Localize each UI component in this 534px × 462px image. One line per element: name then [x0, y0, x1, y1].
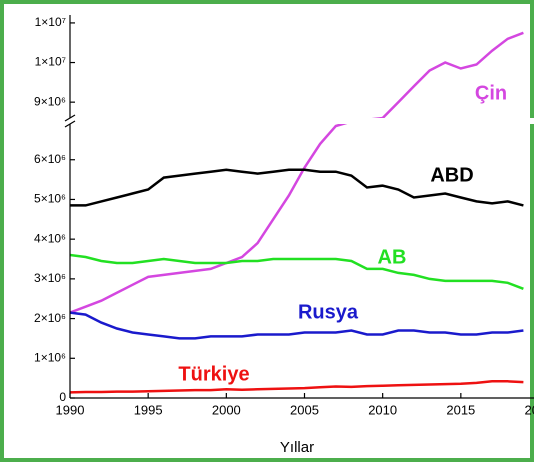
- series-label: AB: [378, 246, 407, 268]
- series-line: [70, 31, 524, 314]
- series-label: Türkiye: [178, 363, 249, 385]
- y-tick-label: 1×10⁷: [35, 15, 66, 29]
- y-tick-label: 9×10⁶: [34, 94, 66, 108]
- series-line: [70, 380, 524, 394]
- series-label: Çin: [475, 82, 507, 104]
- break-mark: [64, 114, 76, 122]
- y-tick-label: 5×10⁶: [34, 192, 66, 206]
- x-tick-label: 2005: [290, 402, 319, 417]
- axis-break-gap: [64, 118, 534, 124]
- series-line: [70, 168, 524, 207]
- x-axis-label: Yıllar: [280, 439, 314, 456]
- series-line: [70, 311, 524, 340]
- break-mark: [64, 120, 76, 128]
- x-tick-label: 2010: [368, 402, 397, 417]
- y-tick-label: 0: [59, 390, 66, 404]
- y-tick-label: 3×10⁶: [34, 271, 66, 285]
- y-tick-label: 2×10⁶: [34, 311, 66, 325]
- y-tick-label: 6×10⁶: [34, 152, 66, 166]
- y-tick-label: 1×10⁷: [35, 55, 66, 69]
- series-label: ABD: [430, 164, 473, 186]
- x-tick-label: 2000: [212, 402, 241, 417]
- x-tick-label: 1995: [134, 402, 163, 417]
- plot: [70, 31, 524, 394]
- series-line: [70, 253, 524, 290]
- x-tick-label: 2020: [525, 402, 534, 417]
- x-tick-label: 2015: [446, 402, 475, 417]
- series-label: Rusya: [298, 301, 359, 323]
- y-tick-label: 1×10⁶: [34, 350, 66, 364]
- x-tick-label: 1990: [56, 402, 85, 417]
- y-tick-label: 4×10⁶: [34, 231, 66, 245]
